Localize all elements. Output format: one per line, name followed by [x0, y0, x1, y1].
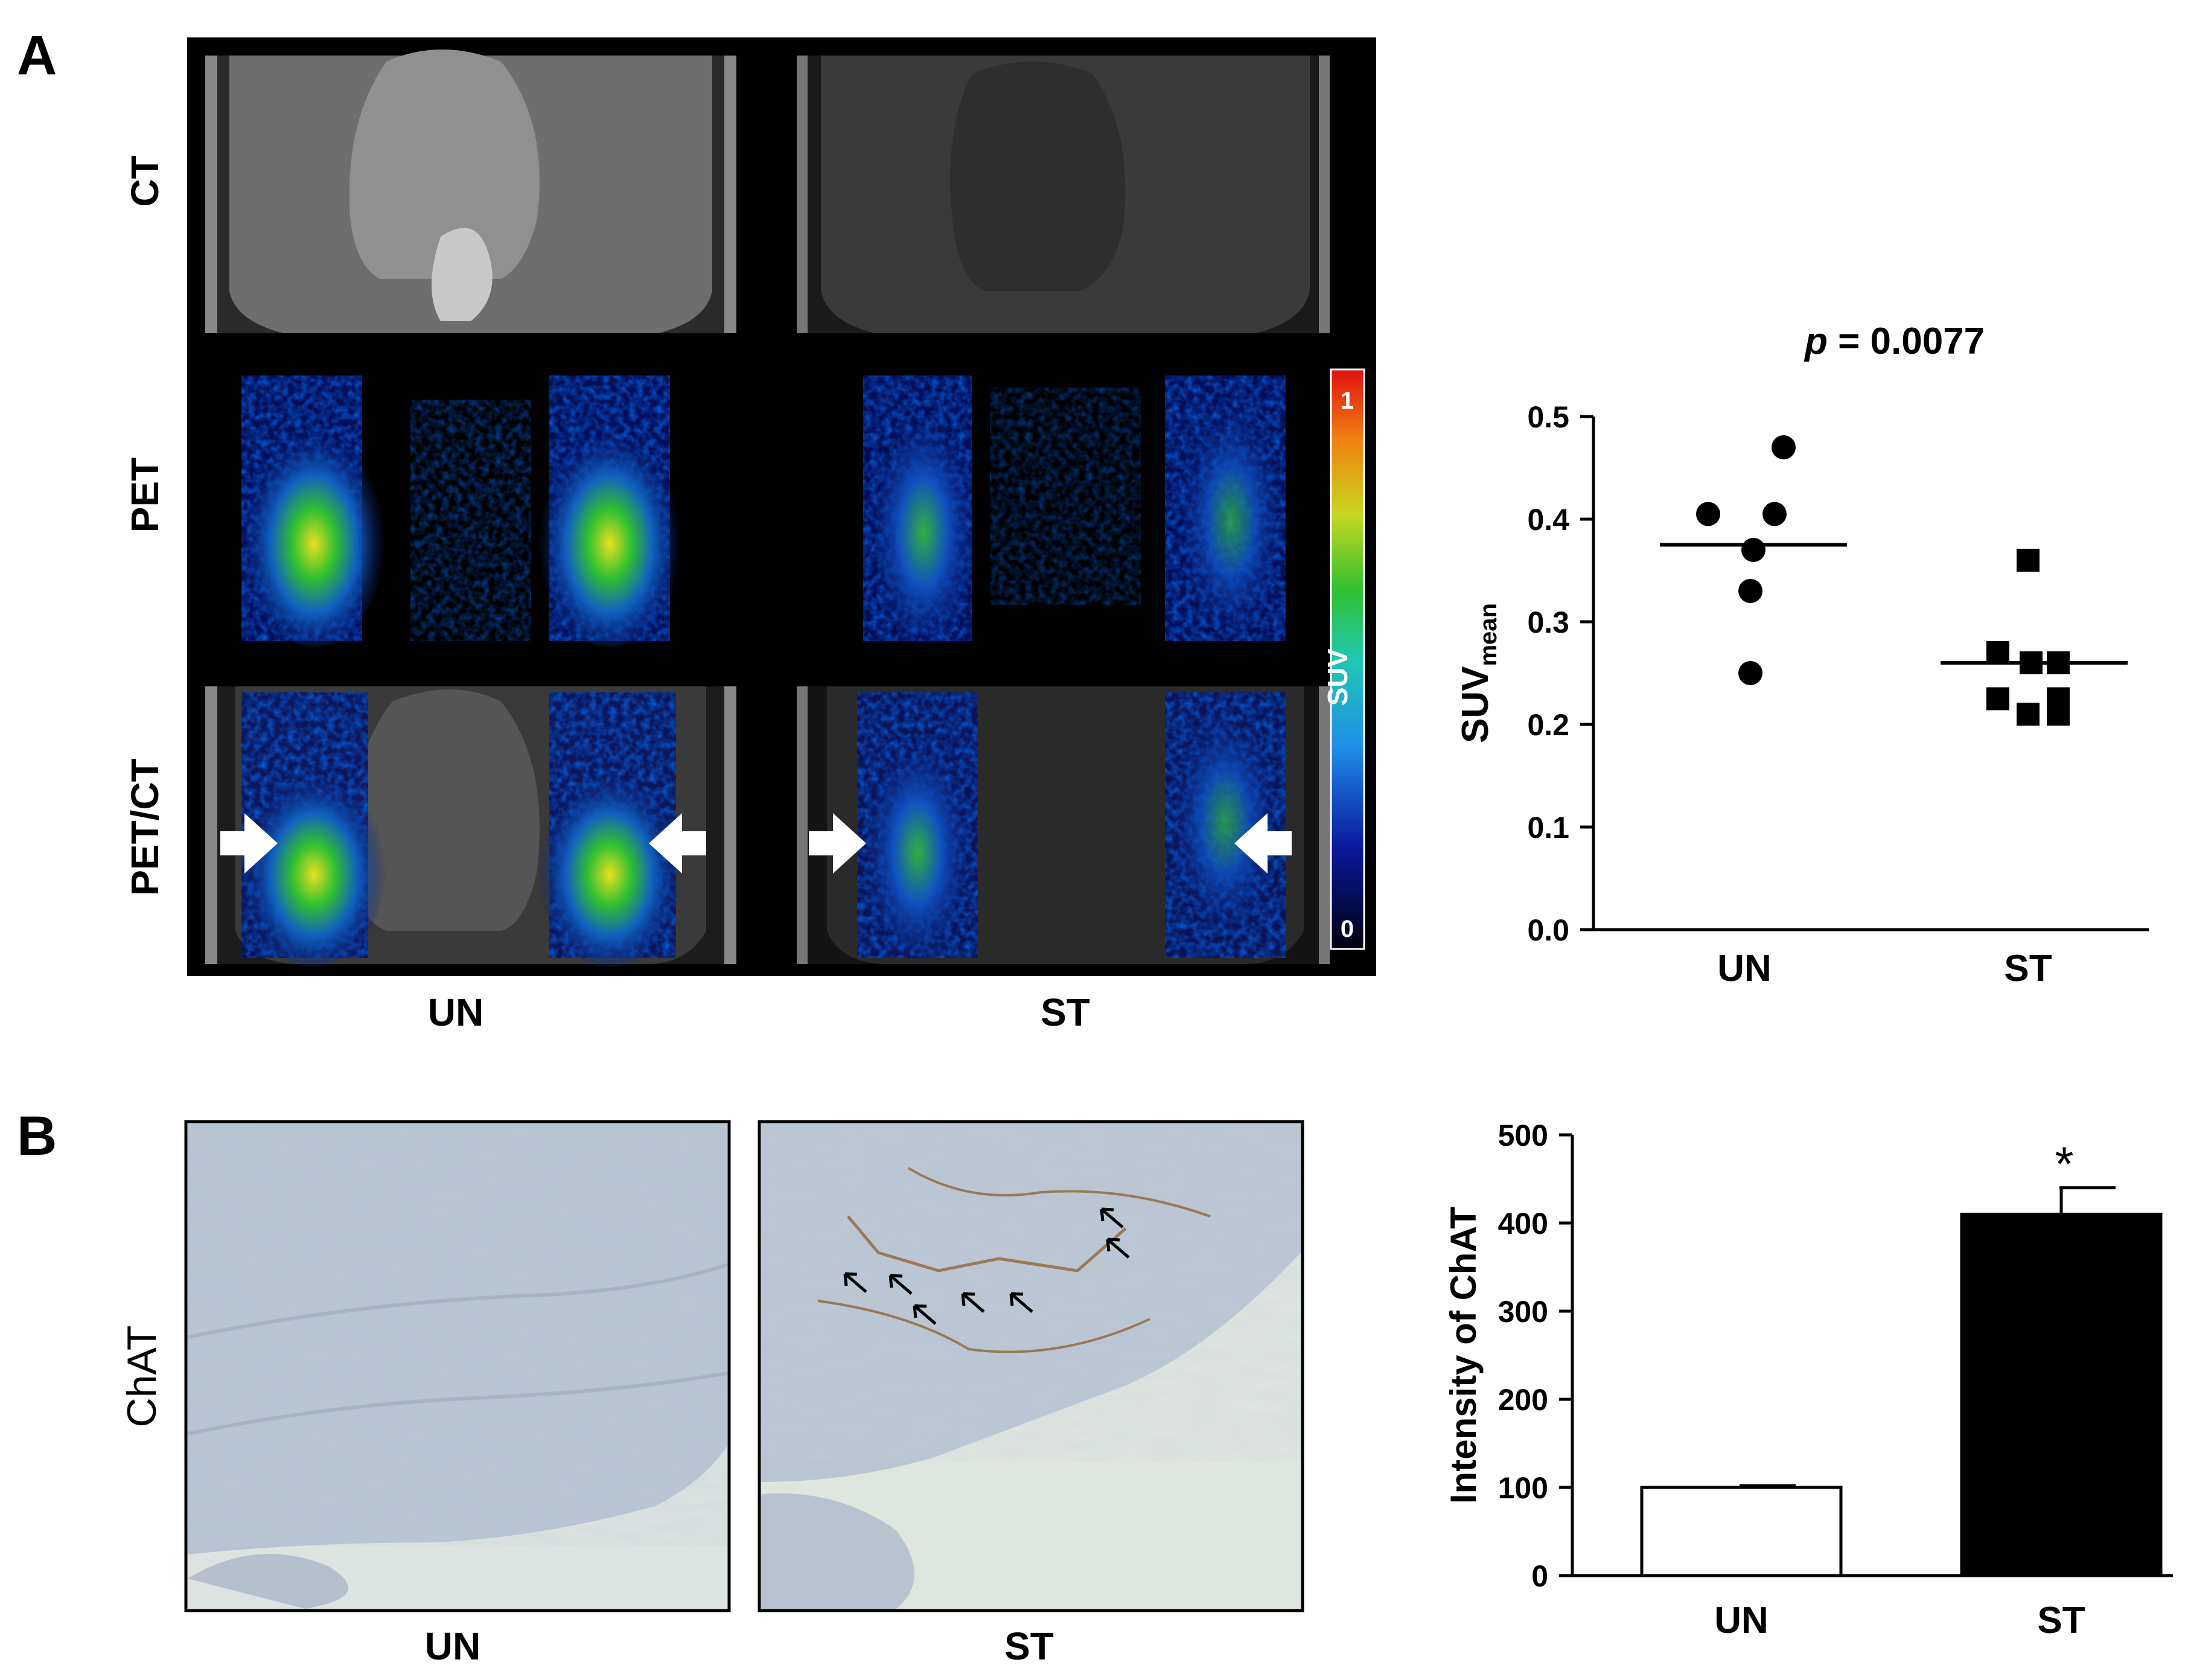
y-tick-label: 400	[1498, 1207, 1548, 1241]
data-point-un	[1762, 502, 1787, 526]
y-tick-label: 500	[1498, 1119, 1548, 1152]
p-symbol: p	[1805, 321, 1828, 362]
imaging-panel: 1 0 SUV	[187, 37, 1376, 976]
arrow-icon	[961, 1292, 985, 1313]
row-label-ct: CT	[123, 155, 167, 207]
data-point-st	[2017, 703, 2040, 726]
pet-image-st	[863, 375, 1286, 653]
panel-a-letter: A	[17, 25, 57, 86]
arrow-icon	[1106, 1238, 1130, 1259]
data-point-un	[1738, 579, 1762, 603]
y-tick-label: 0	[1531, 1559, 1548, 1593]
col-label-un-a: UN	[427, 991, 484, 1034]
row-label-petct: PET/CT	[123, 758, 167, 896]
significance-marker: *	[2055, 1137, 2073, 1191]
x-tick-label: UN	[1717, 948, 1772, 989]
data-point-st	[1986, 687, 2009, 711]
row-label-pet: PET	[123, 457, 167, 533]
ct-image-un	[205, 50, 736, 333]
colorbar-min-label: 0	[1341, 916, 1354, 942]
arrow-icon	[1009, 1292, 1033, 1313]
y-tick-label: 0.1	[1527, 811, 1569, 845]
row-label-chat: ChAT	[119, 1325, 165, 1428]
bar-st	[1960, 1212, 2163, 1577]
colorbar	[1330, 368, 1365, 950]
pet-image-un	[241, 375, 682, 647]
col-label-un-b: UN	[424, 1624, 481, 1668]
col-label-st-b: ST	[1004, 1624, 1054, 1668]
y-tick-label: 0.2	[1527, 708, 1569, 742]
histology-image-st	[758, 1120, 1304, 1612]
arrow-icon	[843, 1272, 867, 1293]
y-tick-label: 0.4	[1527, 503, 1569, 537]
data-point-un	[1696, 502, 1720, 526]
scatter-chart: 0.0 0.1 0.2 0.3 0.4 0.5 SUVmean UN ST	[1455, 400, 2149, 989]
panel-b-letter: B	[17, 1105, 57, 1167]
arrow-right-icon	[809, 813, 866, 874]
arrow-left-icon	[1234, 813, 1292, 874]
data-point-st	[2017, 549, 2040, 572]
y-axis-label: Intensity of ChAT	[1443, 1207, 1484, 1504]
arrow-right-icon	[220, 813, 278, 874]
x-tick-label: UN	[1714, 1600, 1769, 1641]
y-tick-label: 0.5	[1527, 400, 1569, 434]
p-value-annotation: p = 0.0077	[1805, 320, 1985, 363]
ct-image-st	[797, 56, 1330, 333]
data-point-un	[1738, 661, 1762, 685]
y-tick-label: 0.0	[1527, 913, 1569, 947]
data-point-un	[1772, 435, 1796, 459]
data-point-st	[1986, 641, 2009, 664]
data-point-st	[2047, 703, 2070, 726]
p-value: = 0.0077	[1827, 321, 1985, 362]
arrow-icon	[888, 1274, 913, 1295]
y-tick-label: 300	[1498, 1295, 1548, 1329]
x-tick-label: ST	[2004, 948, 2052, 989]
petct-image-un	[205, 686, 736, 967]
histology-image-un	[184, 1120, 731, 1612]
x-tick-label: ST	[2037, 1600, 2085, 1641]
bar-chart: 0 100 200 300 400 500 Intensity of ChAT UN * ST	[1443, 1119, 2173, 1641]
data-point-un	[1741, 538, 1765, 562]
arrow-left-icon	[649, 813, 706, 874]
y-tick-label: 200	[1498, 1383, 1548, 1417]
y-tick-label: 100	[1498, 1471, 1548, 1505]
colorbar-label: SUV	[1322, 648, 1353, 706]
y-axis-label: SUVmean	[1455, 603, 1502, 743]
y-tick-label: 0.3	[1527, 605, 1569, 639]
y-axis-label-subscript: mean	[1475, 603, 1502, 666]
petct-image-st	[797, 686, 1330, 967]
colorbar-max-label: 1	[1341, 388, 1354, 414]
bar-un	[1640, 1486, 1843, 1577]
histology-images	[184, 1120, 1304, 1612]
col-label-st-a: ST	[1041, 991, 1090, 1034]
arrow-icon	[913, 1304, 937, 1325]
arrow-icon	[1100, 1207, 1124, 1228]
